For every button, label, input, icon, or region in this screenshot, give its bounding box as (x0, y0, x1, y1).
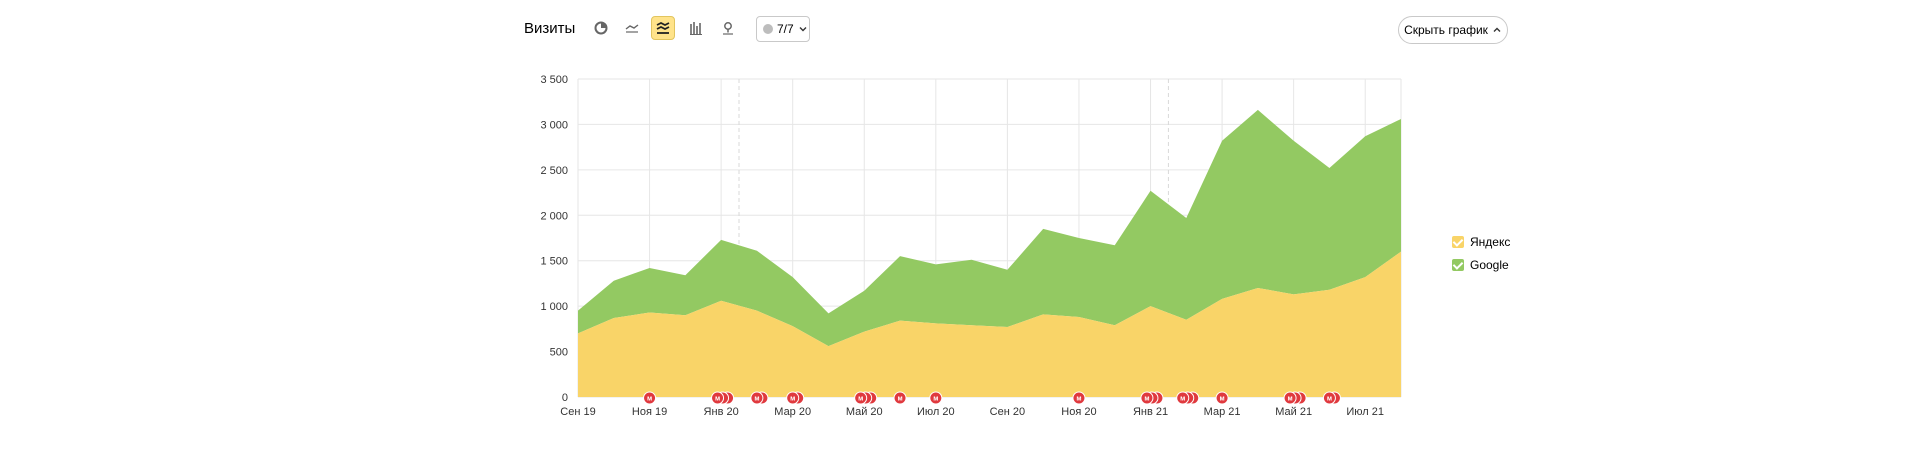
x-tick-label: Мар 21 (1204, 406, 1241, 418)
annotation-marker (1140, 391, 1154, 405)
bar-chart-button[interactable] (684, 16, 708, 40)
annotation-marker-label: м (754, 396, 759, 403)
annotation-marker-label: м (715, 396, 720, 403)
stacked-area-icon (656, 21, 670, 34)
y-tick-label: 3 000 (540, 119, 568, 131)
y-tick-label: 500 (550, 347, 568, 359)
line-chart-button[interactable] (620, 16, 644, 40)
annotation-marker (786, 391, 800, 405)
bar-chart-icon (690, 22, 702, 35)
annotation-marker-label: м (1219, 396, 1224, 403)
line-chart-icon (625, 24, 639, 33)
area-yandex (578, 251, 1401, 397)
annotation-marker (711, 391, 725, 405)
annotation-marker (854, 391, 868, 405)
annotation-marker-label: м (897, 396, 902, 403)
annotation-marker (1283, 391, 1297, 405)
x-tick-label: Ноя 19 (632, 406, 667, 418)
chevron-up-icon (1493, 27, 1501, 32)
annotation-marker-label: м (647, 396, 652, 403)
chart-header: Визиты 7/7 (0, 0, 1920, 60)
x-tick-label: Мар 20 (774, 406, 811, 418)
annotation-marker-label: м (1327, 396, 1332, 403)
goal-dot-icon (763, 24, 773, 34)
legend-label: Яндекс (1470, 234, 1511, 249)
stacked-area-button[interactable] (651, 16, 675, 40)
annotation-marker (1072, 391, 1086, 405)
annotation-marker (750, 391, 764, 405)
x-tick-label: Сен 19 (560, 406, 595, 418)
annotation-marker (1215, 391, 1229, 405)
hide-chart-button[interactable]: Скрыть график (1398, 16, 1508, 44)
checkbox-icon[interactable] (1452, 258, 1464, 271)
goals-count: 7/7 (777, 22, 794, 36)
map-pin-icon (723, 22, 733, 35)
annotation-marker (893, 391, 907, 405)
pie-chart-icon (594, 21, 608, 35)
y-tick-label: 2 000 (540, 210, 568, 222)
x-tick-label: Июл 21 (1346, 406, 1384, 418)
x-tick-label: Июл 20 (917, 406, 955, 418)
annotation-marker-label: м (1076, 396, 1081, 403)
pie-chart-button[interactable] (589, 16, 613, 40)
annotation-marker-label: м (933, 396, 938, 403)
legend-label: Google (1470, 257, 1509, 272)
legend-item-yandex[interactable]: Яндекс (1452, 230, 1510, 253)
chevron-down-icon (799, 27, 807, 32)
annotation-marker (1322, 391, 1336, 405)
x-tick-label: Янв 21 (1133, 406, 1168, 418)
y-tick-label: 2 500 (540, 165, 568, 177)
y-tick-label: 1 000 (540, 301, 568, 313)
annotation-marker-label: м (1180, 396, 1185, 403)
legend-item-google[interactable]: Google (1452, 253, 1510, 276)
area-google (578, 109, 1401, 347)
annotation-marker (1176, 391, 1190, 405)
annotation-marker (929, 391, 943, 405)
chart-legend: Яндекс Google (1452, 230, 1510, 276)
annotation-marker-label: м (790, 396, 795, 403)
chart-title: Визиты (524, 20, 576, 37)
y-tick-label: 1 500 (540, 256, 568, 268)
y-tick-label: 3 500 (540, 74, 568, 86)
checkbox-icon[interactable] (1452, 235, 1464, 248)
x-tick-label: Ноя 20 (1061, 406, 1096, 418)
goals-dropdown[interactable]: 7/7 (756, 16, 810, 42)
annotation-marker (643, 391, 657, 405)
y-tick-label: 0 (562, 392, 568, 404)
annotation-marker-label: м (1287, 396, 1292, 403)
annotation-marker-label: м (1144, 396, 1149, 403)
x-tick-label: Май 21 (1275, 406, 1312, 418)
x-tick-label: Янв 20 (704, 406, 739, 418)
map-button[interactable] (716, 16, 740, 40)
x-tick-label: Сен 20 (990, 406, 1025, 418)
x-tick-label: Май 20 (846, 406, 883, 418)
annotation-marker-label: м (858, 396, 863, 403)
hide-chart-label: Скрыть график (1404, 23, 1488, 37)
